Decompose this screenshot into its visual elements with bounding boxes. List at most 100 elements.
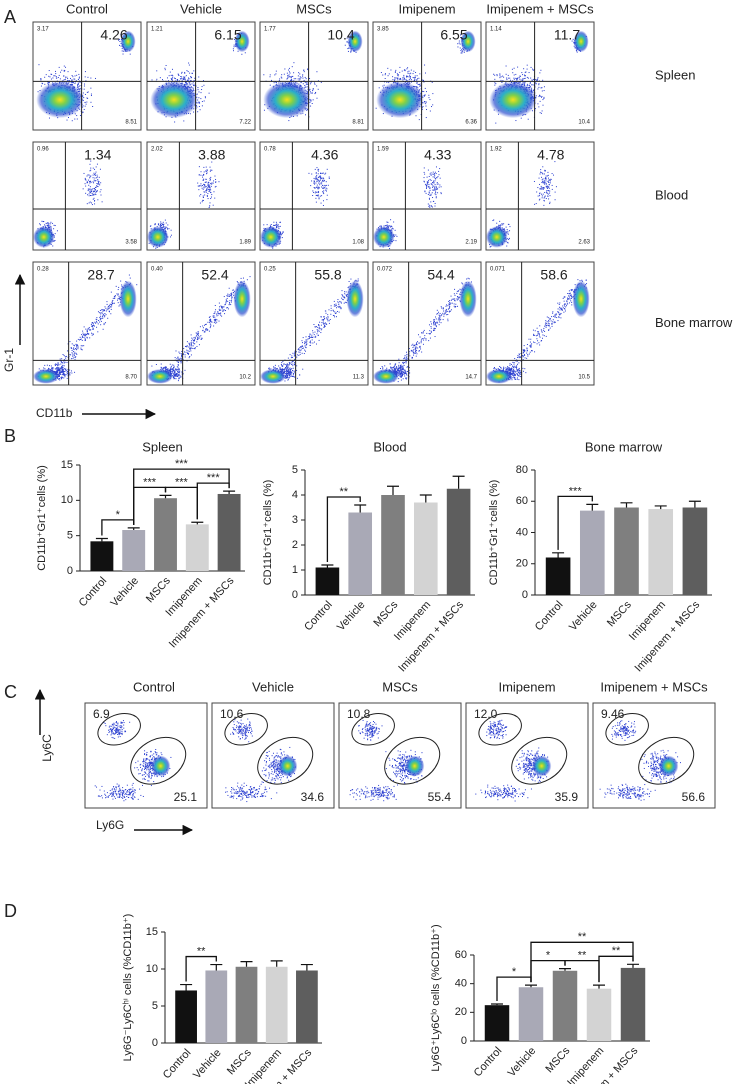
event-dot [83, 108, 85, 110]
event-dot [317, 169, 319, 171]
event-dot [307, 68, 309, 70]
event-dot [326, 188, 328, 190]
event-dot [460, 50, 462, 52]
event-dot [46, 223, 48, 225]
event-dot [547, 177, 549, 179]
event-dot [306, 108, 308, 110]
event-dot [71, 79, 73, 81]
event-dot [198, 102, 200, 104]
event-dot [423, 102, 425, 104]
event-dot [537, 78, 539, 80]
event-dot [417, 78, 419, 80]
event-dot [77, 85, 79, 87]
event-dot [426, 183, 428, 185]
event-dot [314, 192, 316, 194]
event-dot [87, 91, 89, 93]
event-dot [162, 221, 164, 223]
event-dot [431, 192, 433, 194]
event-dot [430, 194, 432, 196]
event-dot [48, 225, 50, 227]
event-dot [91, 190, 93, 192]
event-dot [500, 224, 502, 226]
event-dot [553, 174, 555, 176]
event-dot [212, 204, 214, 206]
event-dot [428, 197, 430, 199]
event-dot [416, 75, 418, 77]
event-dot [410, 69, 412, 71]
event-dot [513, 74, 515, 76]
event-dot [84, 178, 86, 180]
event-dot [207, 193, 209, 195]
event-dot [548, 190, 550, 192]
event-dot [536, 79, 538, 81]
event-dot [164, 219, 166, 221]
event-dot [276, 223, 278, 225]
event-dot [433, 187, 435, 189]
event-dot [57, 76, 59, 78]
event-dot [530, 77, 532, 79]
event-dot [528, 84, 530, 86]
event-dot [437, 183, 439, 185]
event-dot [315, 194, 317, 196]
event-dot [94, 189, 96, 191]
event-dot [213, 180, 215, 182]
event-dot [163, 223, 165, 225]
event-dot [87, 190, 89, 192]
event-dot [94, 77, 96, 79]
event-dot [198, 105, 200, 107]
event-dot [90, 175, 92, 177]
event-dot [538, 106, 540, 108]
event-dot [535, 83, 537, 85]
event-dot [282, 231, 284, 233]
event-dot [323, 187, 325, 189]
column-header: Vehicle [180, 1, 222, 16]
event-dot [435, 194, 437, 196]
event-dot [321, 181, 323, 183]
event-dot [422, 90, 424, 92]
event-dot [496, 222, 498, 224]
event-dot [314, 82, 316, 84]
event-dot [394, 71, 396, 73]
event-dot [317, 194, 319, 196]
event-dot [304, 84, 306, 86]
event-dot [204, 184, 206, 186]
event-dot [318, 187, 320, 189]
event-dot [277, 226, 279, 228]
event-dot [288, 76, 290, 78]
panel-label: C [4, 682, 17, 702]
event-dot [203, 84, 205, 86]
quadrant-value: 3.85 [377, 27, 389, 33]
event-dot [428, 186, 430, 188]
event-dot [57, 371, 59, 373]
event-dot [323, 186, 325, 188]
event-dot [274, 224, 276, 226]
event-dot [429, 189, 431, 191]
event-dot [74, 118, 76, 120]
quadrant-value: 10.4 [327, 27, 354, 43]
event-dot [94, 188, 96, 190]
event-dot [539, 193, 541, 195]
event-dot [312, 190, 314, 192]
event-dot [440, 193, 442, 195]
event-dot [71, 75, 73, 77]
event-dot [380, 225, 382, 227]
event-dot [518, 76, 520, 78]
event-dot [101, 201, 103, 203]
event-dot [526, 64, 528, 66]
event-dot [555, 186, 557, 188]
event-dot [542, 166, 544, 168]
event-dot [67, 117, 69, 119]
event-dot [95, 180, 97, 182]
event-dot [210, 196, 212, 198]
event-dot [395, 234, 397, 236]
event-dot [159, 224, 161, 226]
event-dot [84, 105, 86, 107]
event-dot [304, 86, 306, 88]
event-dot [533, 180, 535, 182]
event-dot [198, 76, 200, 78]
event-dot [546, 186, 548, 188]
event-dot [508, 239, 510, 241]
density [573, 30, 589, 53]
event-dot [299, 79, 301, 81]
event-dot [287, 77, 289, 79]
